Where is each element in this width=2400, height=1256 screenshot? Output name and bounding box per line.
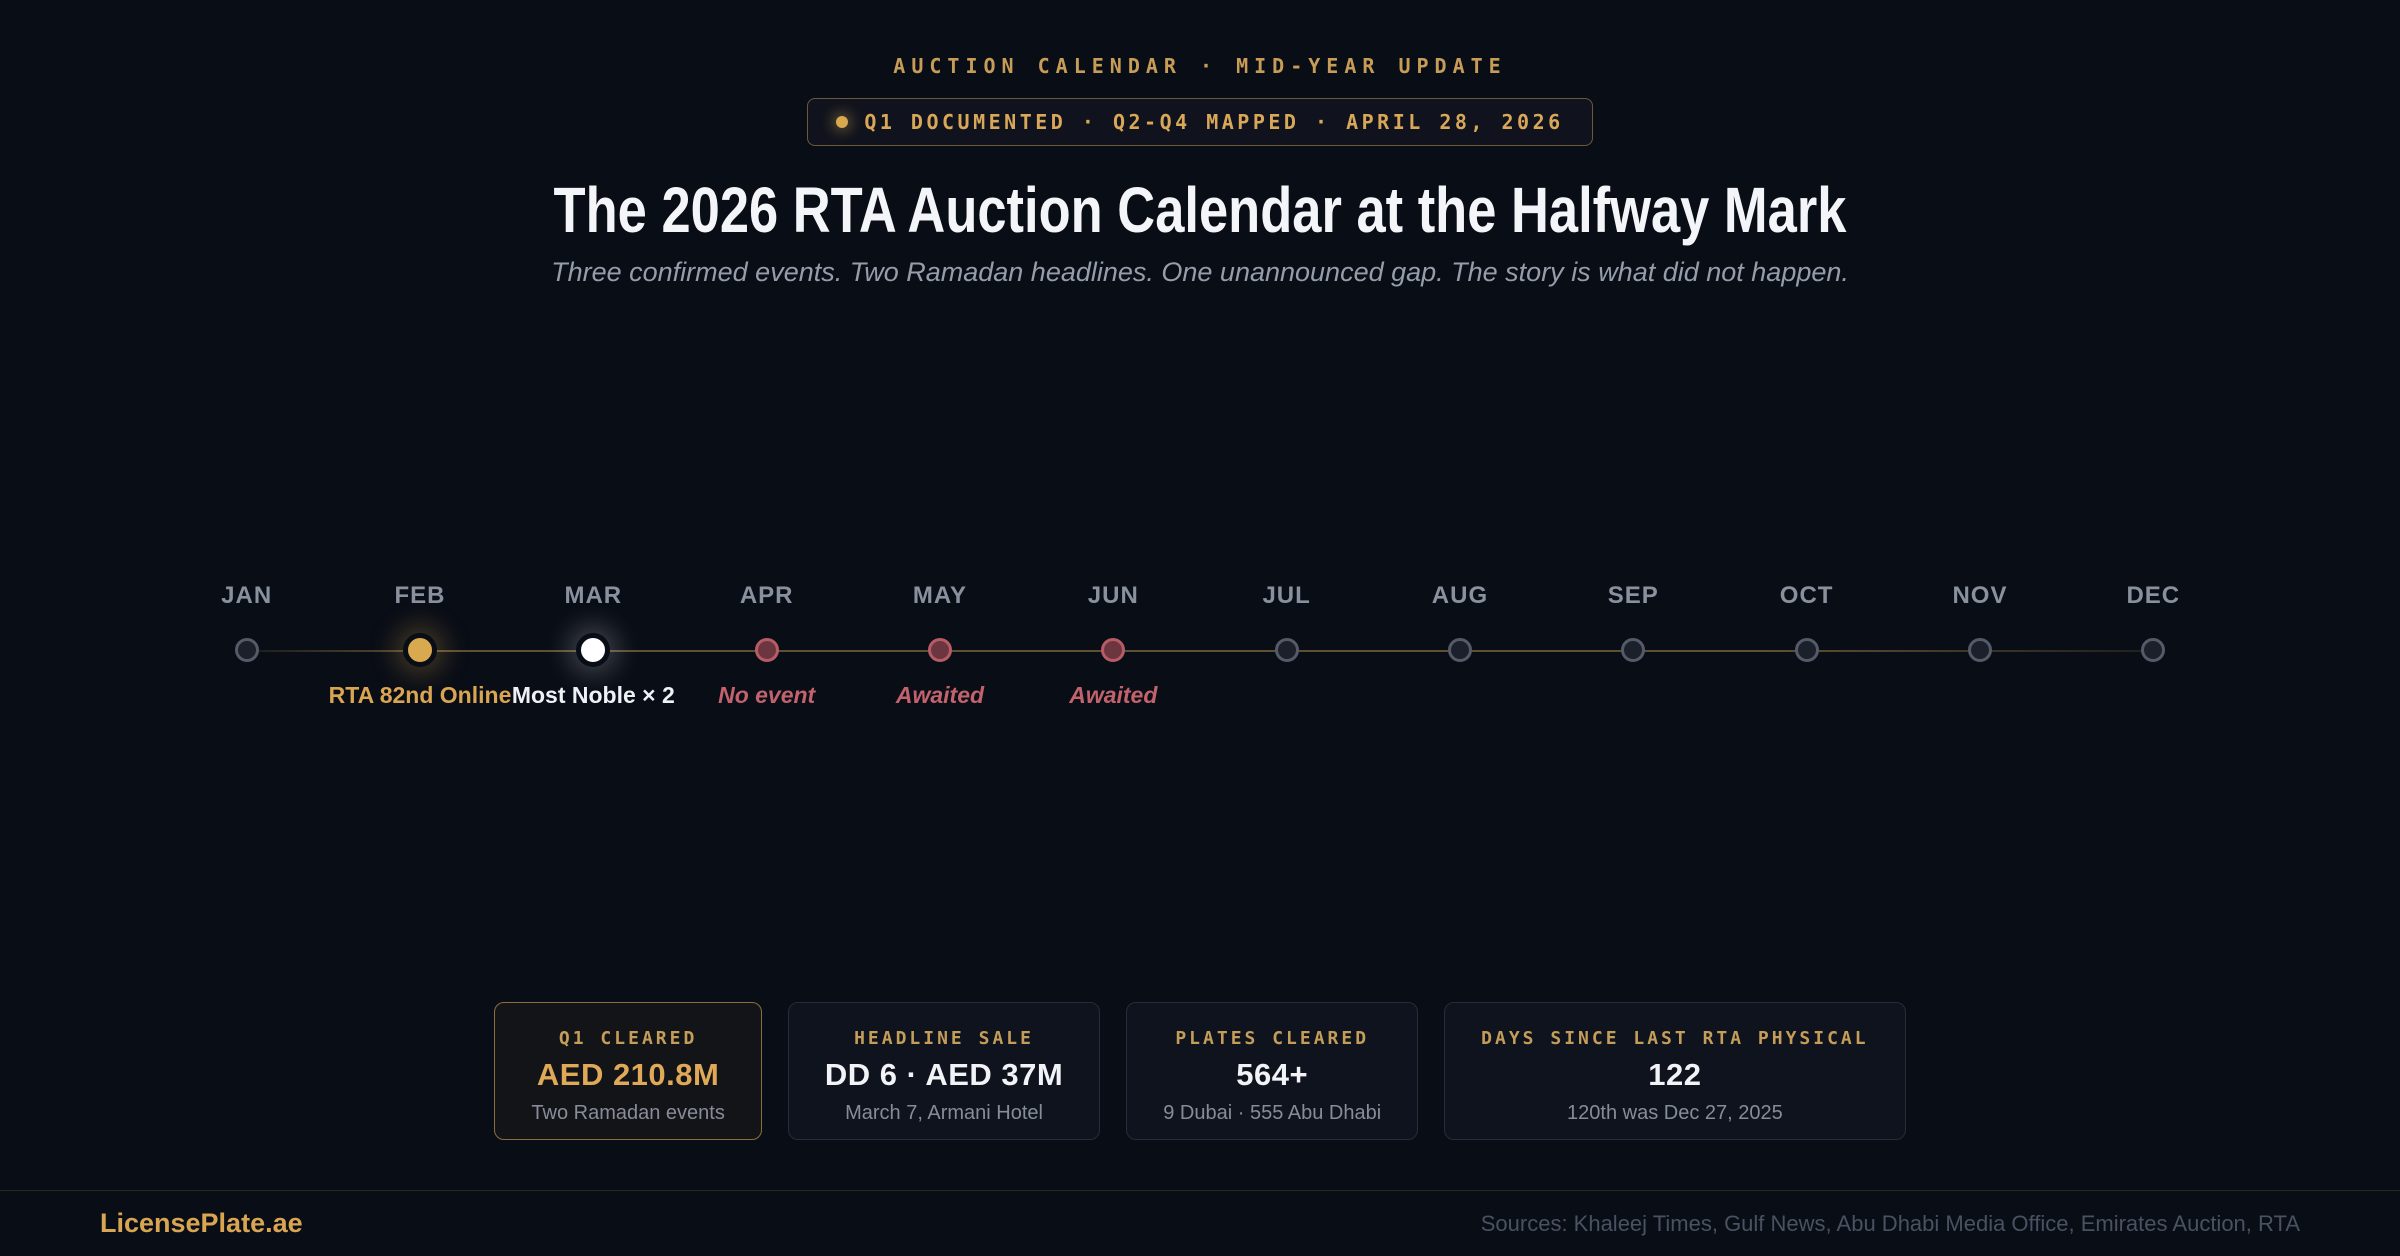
timeline-month-oct: OCT (1720, 582, 1893, 712)
stat-cards-row: Q1 CLEARED AED 210.8M Two Ramadan events HE… (0, 1002, 2400, 1140)
page-footer: LicensePlate.ae Sources: Khaleej Times, … (0, 1190, 2400, 1256)
month-label: MAR (564, 582, 623, 609)
month-label: SEP (1607, 582, 1659, 609)
stat-value: 122 (1648, 1057, 1702, 1092)
month-dot-wrap (1967, 628, 1992, 672)
month-dot-idle-icon (1621, 638, 1646, 662)
month-event-label: Awaited (1069, 682, 1158, 708)
month-label: JAN (221, 582, 273, 609)
stat-value: AED 210.8M (536, 1057, 720, 1092)
timeline-month-dec: DEC (2067, 582, 2240, 712)
timeline-months-row: JAN FEB RTA 82nd Online MAR Most Noble × 2 AP… (160, 582, 2240, 712)
month-label: OCT (1779, 582, 1834, 609)
stat-value: DD 6 · AED 37M (824, 1057, 1064, 1092)
timeline-month-sep: SEP (1547, 582, 1720, 712)
month-dot-wrap (402, 628, 437, 672)
timeline-month-aug: AUG (1373, 582, 1546, 712)
month-label: MAY (912, 582, 968, 609)
month-dot-wrap (2141, 628, 2166, 672)
month-dot-wrap (1794, 628, 1819, 672)
month-event-label: Most Noble × 2 (511, 682, 675, 708)
stat-value: 564+ (1236, 1057, 1309, 1092)
timeline-month-jun: JUN Awaited (1027, 582, 1200, 712)
timeline-month-feb: FEB RTA 82nd Online (329, 582, 512, 712)
month-dot-rose-icon (754, 638, 779, 662)
timeline-month-apr: APR No event (680, 582, 853, 712)
stat-label: DAYS SINCE LAST RTA PHYSICAL (1481, 1028, 1869, 1049)
stat-subtext: March 7, Armani Hotel (845, 1102, 1043, 1124)
page-title: The 2026 RTA Auction Calendar at the Hal… (553, 174, 1847, 246)
hero-section: AUCTION CALENDAR · MID-YEAR UPDATE Q1 DO… (0, 54, 2400, 288)
month-dot-rose-icon (927, 638, 952, 662)
month-dot-idle-icon (1447, 638, 1472, 662)
status-badge-label: Q1 DOCUMENTED · Q2-Q4 MAPPED · APRIL 28,… (864, 110, 1564, 134)
month-event-label: No event (718, 682, 816, 708)
timeline-month-mar: MAR Most Noble × 2 (507, 582, 680, 712)
timeline-month-may: MAY Awaited (853, 582, 1026, 712)
stat-card-days-since-last-rta-physical: DAYS SINCE LAST RTA PHYSICAL 122 120th was… (1444, 1002, 1906, 1140)
page-subtitle: Three confirmed events. Two Ramadan head… (551, 256, 1849, 287)
month-label: AUG (1431, 582, 1489, 609)
stat-label: Q1 CLEARED (558, 1028, 698, 1049)
stat-card-q1-cleared: Q1 CLEARED AED 210.8M Two Ramadan events (494, 1002, 762, 1140)
month-label: JUL (1262, 582, 1311, 609)
month-label: APR (739, 582, 794, 609)
status-badge: Q1 DOCUMENTED · Q2-Q4 MAPPED · APRIL 28,… (807, 98, 1593, 146)
timeline-month-jan: JAN (160, 582, 333, 712)
month-dot-idle-icon (234, 638, 259, 662)
month-label: DEC (2126, 582, 2181, 609)
month-dot-wrap (1447, 628, 1472, 672)
month-dot-idle-icon (1794, 638, 1819, 662)
timeline-month-jul: JUL (1200, 582, 1373, 712)
stat-subtext: 120th was Dec 27, 2025 (1567, 1102, 1783, 1124)
month-dot-wrap (927, 628, 952, 672)
stat-label: HEADLINE SALE (854, 1028, 1034, 1049)
sources-text: Sources: Khaleej Times, Gulf News, Abu D… (1480, 1210, 2300, 1236)
month-dot-wrap (234, 628, 259, 672)
month-label: JUN (1087, 582, 1139, 609)
eyebrow-text: AUCTION CALENDAR · MID-YEAR UPDATE (893, 54, 1507, 78)
month-dot-wrap (1621, 628, 1646, 672)
stat-subtext: Two Ramadan events (531, 1102, 725, 1124)
month-dot-white-icon (576, 633, 611, 667)
timeline-month-nov: NOV (1893, 582, 2066, 712)
month-dot-idle-icon (1967, 638, 1992, 662)
timeline-axis-line (247, 650, 2153, 652)
badge-dot-icon (836, 116, 849, 128)
month-dot-wrap (1274, 628, 1299, 672)
month-event-label: Awaited (895, 682, 985, 708)
auction-timeline: JAN FEB RTA 82nd Online MAR Most Noble × 2 AP… (160, 582, 2240, 742)
month-label: NOV (1952, 582, 2008, 609)
month-dot-gold-icon (402, 633, 437, 667)
month-dot-idle-icon (1274, 638, 1299, 662)
month-dot-rose-icon (1101, 638, 1126, 662)
stat-label: PLATES CLEARED (1175, 1028, 1370, 1049)
stat-card-plates-cleared: PLATES CLEARED 564+ 9 Dubai · 555 Abu Dhab… (1126, 1002, 1419, 1140)
month-dot-wrap (1101, 628, 1126, 672)
month-dot-wrap (576, 628, 611, 672)
stat-subtext: 9 Dubai · 555 Abu Dhabi (1163, 1102, 1382, 1124)
month-dot-idle-icon (2141, 638, 2166, 662)
month-event-label: RTA 82nd Online (328, 682, 512, 708)
stat-card-headline-sale: HEADLINE SALE DD 6 · AED 37M March 7, Arma… (787, 1002, 1101, 1140)
month-label: FEB (394, 582, 446, 609)
month-dot-wrap (754, 628, 779, 672)
brand-link[interactable]: LicensePlate.ae (100, 1208, 303, 1238)
